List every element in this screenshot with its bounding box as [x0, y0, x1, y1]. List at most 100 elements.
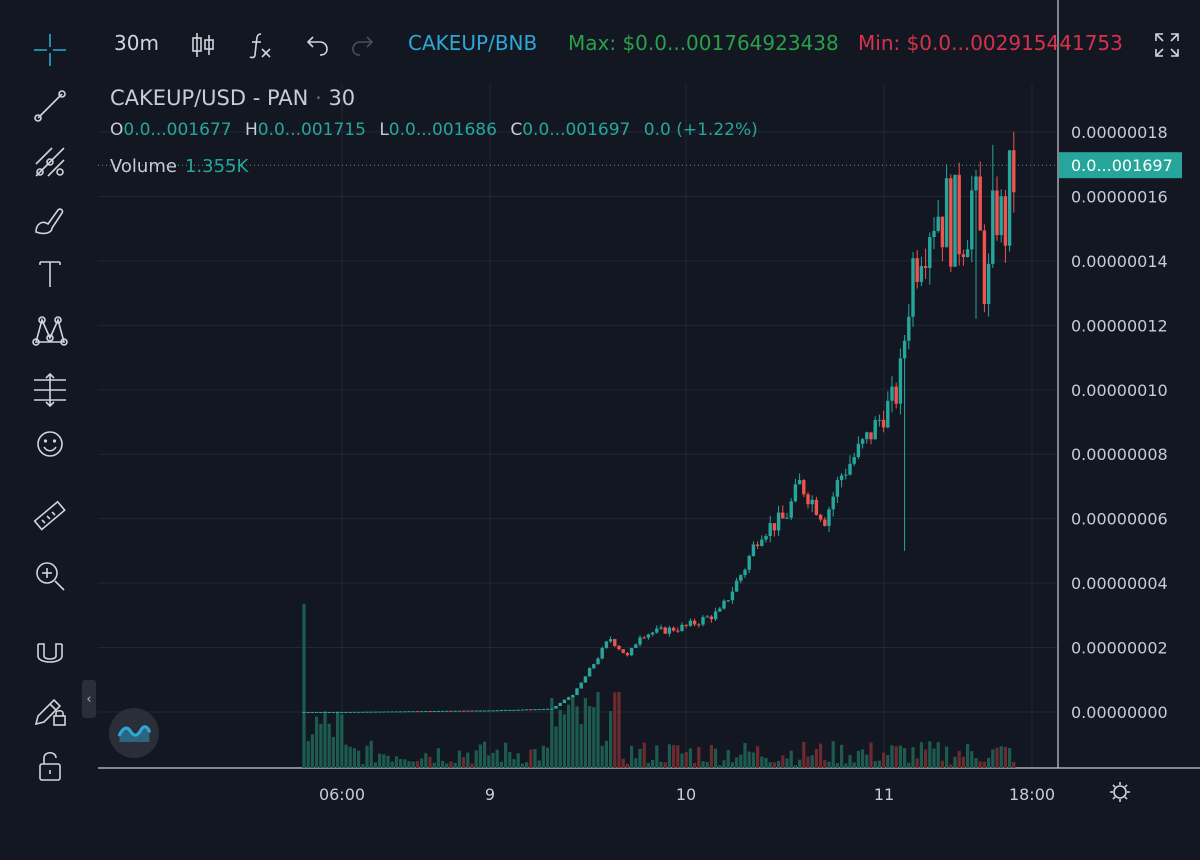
magnet-tool[interactable]	[20, 632, 80, 676]
high-value: 0.0...001715	[257, 120, 366, 140]
emoji-tool[interactable]	[20, 422, 80, 466]
volume-bar	[894, 746, 898, 768]
text-tool[interactable]	[20, 252, 80, 296]
crosshair-tool[interactable]	[20, 28, 80, 72]
candle-body	[382, 711, 386, 713]
volume-bar	[789, 750, 793, 768]
last-price-label: 0.0...001697	[1071, 156, 1173, 175]
volume-bar	[798, 759, 802, 768]
candle-body	[428, 711, 432, 713]
candle-body	[403, 711, 407, 713]
candle-body	[335, 712, 340, 713]
undo-button[interactable]	[302, 26, 332, 60]
candle-body	[877, 419, 882, 421]
collapse-toolbar-button[interactable]: ‹	[82, 680, 96, 718]
top-toolbar: 30m	[98, 0, 1200, 84]
candle-body	[554, 706, 558, 709]
volume-bar	[457, 750, 461, 768]
volume-bar	[550, 698, 554, 768]
unlock-tool[interactable]	[20, 744, 80, 788]
ruler-tool[interactable]	[20, 494, 80, 538]
prediction-tool[interactable]	[20, 368, 80, 412]
candle-body	[394, 711, 399, 713]
volume-bar	[802, 741, 806, 768]
pattern-tool[interactable]	[20, 310, 80, 354]
volume-bar	[676, 745, 680, 768]
volume-bar	[609, 710, 613, 768]
volume-bar	[966, 743, 970, 768]
settings-icon[interactable]	[1110, 782, 1130, 802]
crosshair-icon	[34, 34, 66, 66]
price-tick-label: 0.00000008	[1071, 445, 1168, 464]
trend-line-tool[interactable]	[20, 84, 80, 128]
volume-bar	[861, 749, 865, 768]
zoom-in-tool[interactable]	[20, 554, 80, 598]
volume-bar	[554, 726, 558, 768]
price-tick-label: 0.00000006	[1071, 510, 1168, 529]
volume-bar	[415, 761, 419, 768]
volume-bar	[932, 748, 936, 768]
lock-drawing-tool[interactable]	[20, 688, 80, 732]
volume-bar	[852, 762, 856, 768]
volume-bar	[583, 697, 587, 768]
candle-body	[302, 712, 306, 713]
volume-bar	[709, 745, 713, 768]
volume-bar	[588, 706, 592, 768]
volume-bar	[898, 745, 902, 768]
volume-bar	[621, 758, 625, 768]
volume-bar	[646, 762, 650, 768]
price-tick-label: 0.00000004	[1071, 574, 1168, 593]
volume-bar	[331, 736, 335, 768]
volume-bar	[735, 757, 739, 768]
candle-body	[571, 695, 575, 698]
volume-bar	[453, 762, 457, 768]
redo-button[interactable]	[348, 26, 378, 60]
logo[interactable]	[109, 708, 159, 758]
volume-bar	[596, 692, 600, 768]
candle-body	[827, 509, 831, 526]
volume-bar	[428, 756, 432, 768]
candle-body	[449, 710, 453, 712]
volume-bar	[449, 761, 453, 768]
candle-body	[516, 709, 520, 711]
volume-bar	[436, 748, 440, 768]
brush-tool[interactable]	[20, 198, 80, 242]
ohlc-legend: O0.0...001677 H0.0...001715 L0.0...00168…	[110, 120, 758, 140]
candle-body	[457, 710, 462, 712]
fullscreen-button[interactable]	[1152, 26, 1182, 60]
candle-type-button[interactable]	[188, 26, 218, 60]
volume-bar	[352, 748, 356, 768]
candle-body	[634, 644, 638, 648]
volume-bar	[365, 745, 369, 768]
pair-symbol[interactable]: CAKEUP/BNB	[408, 31, 538, 55]
pitchfork-icon	[35, 147, 65, 177]
volume-bar	[504, 742, 508, 768]
candle-body	[340, 712, 344, 713]
timeframe-button[interactable]: 30m	[114, 31, 159, 55]
volume-bar	[924, 749, 928, 768]
candle-body	[739, 575, 743, 581]
time-tick-label: 06:00	[319, 785, 365, 804]
volume-bar	[718, 765, 722, 768]
volume-bar	[617, 691, 621, 768]
close-value: 0.0...001697	[522, 120, 631, 140]
candle-body	[982, 230, 987, 304]
pattern-icon	[32, 316, 68, 346]
candle-body	[369, 711, 373, 713]
indicators-button[interactable]	[246, 26, 276, 60]
candle-body	[688, 620, 693, 626]
volume-bar	[823, 759, 827, 768]
lock-drawing-icon	[34, 698, 66, 726]
volume-bar	[562, 714, 566, 768]
candle-body	[508, 709, 512, 711]
candle-body	[676, 630, 680, 632]
candle-body	[722, 600, 726, 609]
candle-body	[319, 712, 323, 713]
candle-body	[583, 676, 588, 683]
volume-bar	[928, 741, 932, 768]
candle-body	[671, 627, 676, 631]
volume-bar	[974, 758, 978, 768]
pitchfork-tool[interactable]	[20, 140, 80, 184]
volume-bar	[537, 760, 541, 768]
